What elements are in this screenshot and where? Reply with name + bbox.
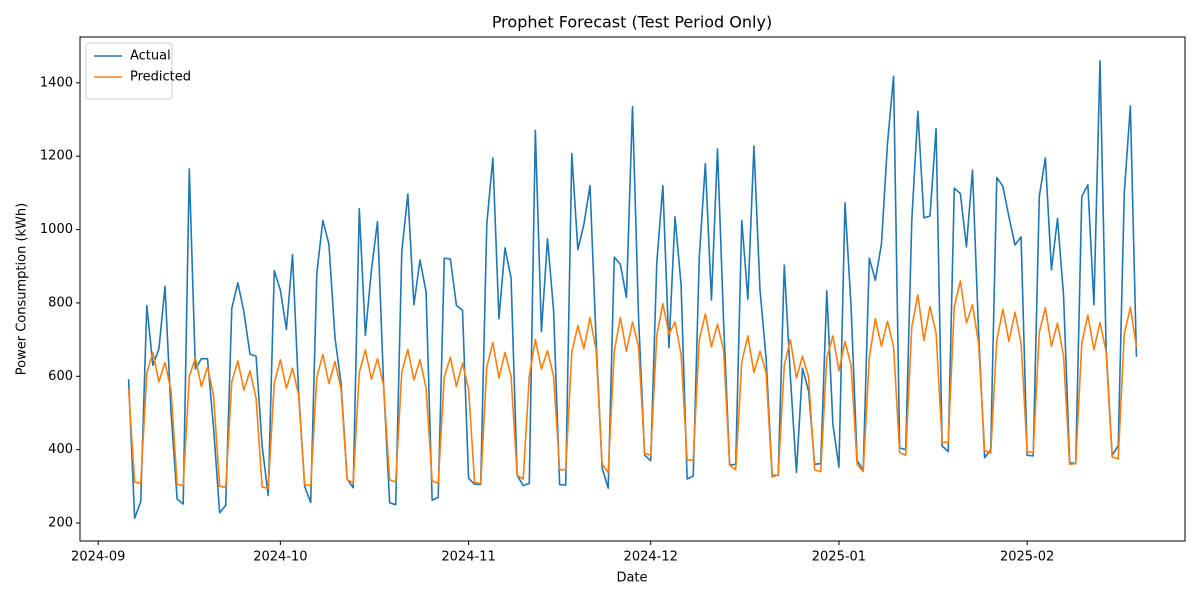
legend-box <box>85 42 173 100</box>
x-tick-label: 2025-02 <box>1000 550 1054 565</box>
y-tick-label: 1200 <box>40 149 73 164</box>
y-axis-label: Power Consumption (kWh) <box>15 203 30 375</box>
y-tick-label: 400 <box>48 442 73 457</box>
y-tick-label: 1400 <box>40 75 73 90</box>
x-tick-label: 2024-11 <box>441 550 495 565</box>
plot-frame <box>79 36 1186 542</box>
y-tick-label: 1000 <box>40 222 73 237</box>
series-line <box>127 280 1138 489</box>
chart-title: Prophet Forecast (Test Period Only) <box>492 13 772 32</box>
y-tick-label: 200 <box>48 516 73 531</box>
y-tick-label: 600 <box>48 369 73 384</box>
y-tick-label: 800 <box>48 295 73 310</box>
x-tick-label: 2025-01 <box>812 550 866 565</box>
x-tick-label: 2024-12 <box>624 550 678 565</box>
series-line <box>127 60 1138 520</box>
legend-label: Actual <box>130 49 171 64</box>
x-axis-label: Date <box>616 571 647 586</box>
x-tick-label: 2024-10 <box>253 550 307 565</box>
x-tick-label: 2024-09 <box>71 550 125 565</box>
legend-label: Predicted <box>130 70 191 85</box>
